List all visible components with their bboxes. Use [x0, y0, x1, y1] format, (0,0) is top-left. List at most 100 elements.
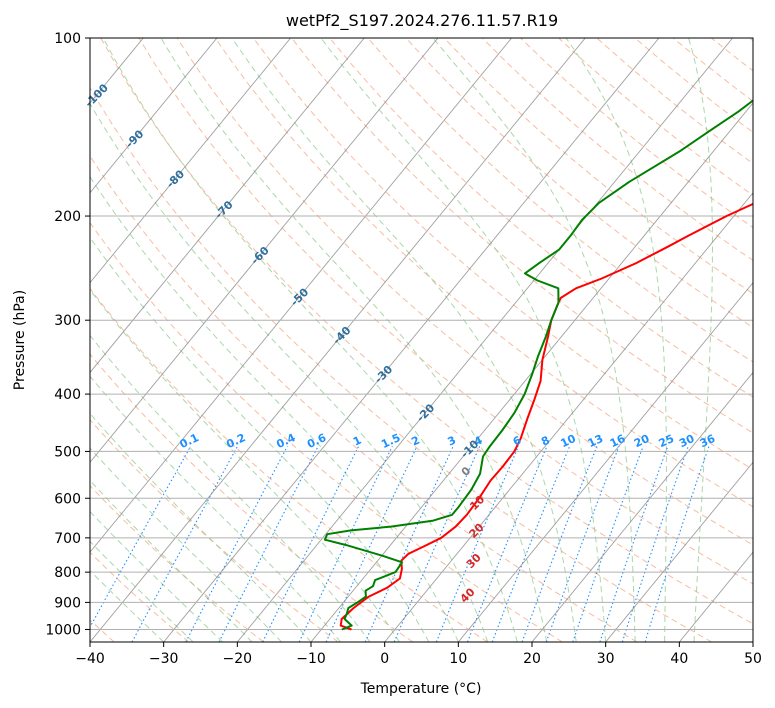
isotherm-line: [0, 38, 70, 642]
isotherm-line: [678, 551, 753, 642]
dry-adiabat-label: -20: [414, 401, 437, 424]
moist-adiabat-line: [90, 375, 341, 642]
isotherm-line: [310, 102, 753, 642]
dry-adiabat-line: [176, 38, 753, 546]
y-tick-label: 500: [54, 444, 81, 460]
mixing-ratio-label: 2: [409, 434, 421, 449]
mixing-ratio-line: [364, 445, 454, 642]
mixing-ratio-label: 0.2: [224, 431, 247, 451]
isotherm-line: [605, 461, 753, 642]
x-tick-label: 0: [380, 651, 389, 667]
mixing-ratio-label: 13: [586, 432, 605, 450]
x-tick-label: 40: [670, 651, 688, 667]
mixing-ratio-line: [621, 446, 689, 642]
mixing-ratio-label: 25: [657, 432, 676, 450]
y-tick-label: 300: [54, 313, 81, 329]
mixing-ratio-label: 16: [608, 432, 628, 450]
moist-adiabat-line: [160, 38, 548, 642]
axis-ticks: −40 −30 −20 −10 0 10 20 30 40 5010020030040050060…: [45, 31, 762, 667]
moist-adiabat-line: [90, 288, 400, 642]
mixing-ratio-label: 36: [698, 432, 718, 450]
moist-adiabat-line: [90, 479, 253, 642]
x-tick-label: −40: [75, 651, 105, 667]
moist-adiabat-line: [90, 334, 371, 642]
dry-adiabat-line: [214, 38, 753, 508]
y-tick-label: 100: [54, 31, 81, 47]
dry-adiabat-label: -60: [249, 244, 272, 267]
moist-adiabat-line: [90, 540, 194, 642]
y-tick-label: 900: [54, 595, 81, 611]
line-labels: 0.1 0.2 0.4 0.6 1 1.5 2 3 4 6 8 10 13 16 20 25 30 36-100-…: [82, 81, 717, 605]
isotherm-line: [752, 641, 753, 642]
y-tick-label: 400: [54, 387, 81, 403]
dry-adiabat-line: [90, 287, 488, 642]
isotherm-line: [384, 192, 753, 642]
moist-adiabat-line: [90, 510, 223, 642]
y-axis-label: Pressure (hPa): [12, 290, 28, 390]
isotherm-line: [90, 38, 291, 284]
dry-adiabat-line: [90, 419, 339, 642]
isotherm-line: [90, 38, 512, 553]
dry-adiabat-line: [672, 38, 753, 102]
mixing-ratio-label: 0.4: [274, 431, 297, 451]
mixing-ratio-line: [599, 446, 669, 642]
moist-adiabat-line: [231, 38, 577, 642]
mixing-ratio-label: 10: [559, 432, 579, 450]
y-tick-label: 700: [54, 531, 81, 547]
mixing-ratio-label: 30: [677, 432, 697, 450]
moist-adiabat-line: [688, 38, 713, 642]
isotherm-line: [90, 38, 439, 464]
isotherm-line: [236, 38, 733, 642]
dry-adiabat-line: [90, 353, 414, 642]
mixing-ratio-line: [262, 445, 360, 642]
moist-adiabat-line: [90, 175, 459, 642]
dry-adiabat-label: -30: [372, 363, 395, 386]
mixing-ratio-label: 0.1: [178, 431, 201, 451]
x-tick-label: −20: [223, 651, 253, 667]
moist-adiabat-line: [320, 38, 607, 642]
y-tick-label: 600: [54, 491, 81, 507]
dry-adiabat-line: [710, 38, 753, 72]
dry-adiabat-line: [291, 38, 753, 434]
dry-adiabat-line: [252, 38, 753, 471]
x-tick-label: 10: [449, 651, 467, 667]
isotherm-line: [457, 281, 753, 642]
dry-adiabat-label: -40: [330, 324, 353, 347]
dry-adiabat-label: -80: [164, 167, 187, 190]
chart-title: wetPf2_S197.2024.276.11.57.R19: [286, 11, 558, 31]
dry-adiabat-line: [329, 38, 753, 398]
x-tick-label: 50: [744, 651, 762, 667]
dry-adiabat-line: [90, 221, 563, 642]
mixing-ratio-label: 3: [446, 434, 458, 449]
mixing-ratio-line: [393, 445, 481, 642]
moist-adiabat-line: [565, 38, 667, 642]
moist-adiabat-line: [90, 236, 430, 642]
y-tick-label: 1000: [45, 622, 81, 638]
plot-frame: [89, 37, 754, 643]
dry-adiabat-line: [90, 87, 712, 642]
mixing-ratio-line: [185, 445, 288, 642]
mixing-ratio-line: [644, 446, 710, 642]
mixing-ratio-line: [521, 446, 598, 642]
isotherm-line: [531, 371, 753, 642]
mixing-ratio-label: 1: [351, 434, 363, 449]
dry-adiabat-line: [634, 38, 753, 133]
x-tick-label: 30: [597, 651, 615, 667]
moist-adiabat-label: 0: [459, 464, 474, 479]
x-tick-label: −30: [149, 651, 179, 667]
moist-adiabat-line: [90, 447, 282, 642]
dry-adiabat-line: [90, 551, 190, 642]
dry-adiabat-line: [90, 485, 264, 642]
x-tick-label: −10: [296, 651, 326, 667]
profile-lines: [323, 99, 753, 631]
mixing-ratio-line: [218, 445, 319, 642]
x-axis-label: Temperature (°C): [360, 681, 482, 697]
profile-line: [339, 202, 753, 631]
dry-adiabat-label: -70: [212, 198, 235, 221]
isotherm-line: [163, 38, 660, 642]
moist-adiabat-line: [90, 569, 165, 642]
mixing-ratio-label: 0.6: [305, 431, 328, 451]
profile-line: [323, 99, 753, 631]
